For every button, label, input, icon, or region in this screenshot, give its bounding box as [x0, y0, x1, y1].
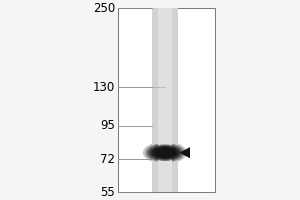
- Ellipse shape: [151, 146, 179, 160]
- FancyBboxPatch shape: [118, 8, 215, 192]
- Ellipse shape: [143, 142, 187, 164]
- Text: 72: 72: [100, 153, 115, 166]
- Ellipse shape: [154, 147, 176, 158]
- Ellipse shape: [148, 144, 182, 161]
- Text: 95: 95: [100, 119, 115, 132]
- FancyBboxPatch shape: [158, 8, 172, 192]
- FancyBboxPatch shape: [152, 8, 178, 192]
- Text: 130: 130: [93, 81, 115, 94]
- Text: 250: 250: [93, 1, 115, 15]
- Text: 55: 55: [100, 186, 115, 198]
- Polygon shape: [179, 147, 190, 158]
- Ellipse shape: [146, 143, 184, 162]
